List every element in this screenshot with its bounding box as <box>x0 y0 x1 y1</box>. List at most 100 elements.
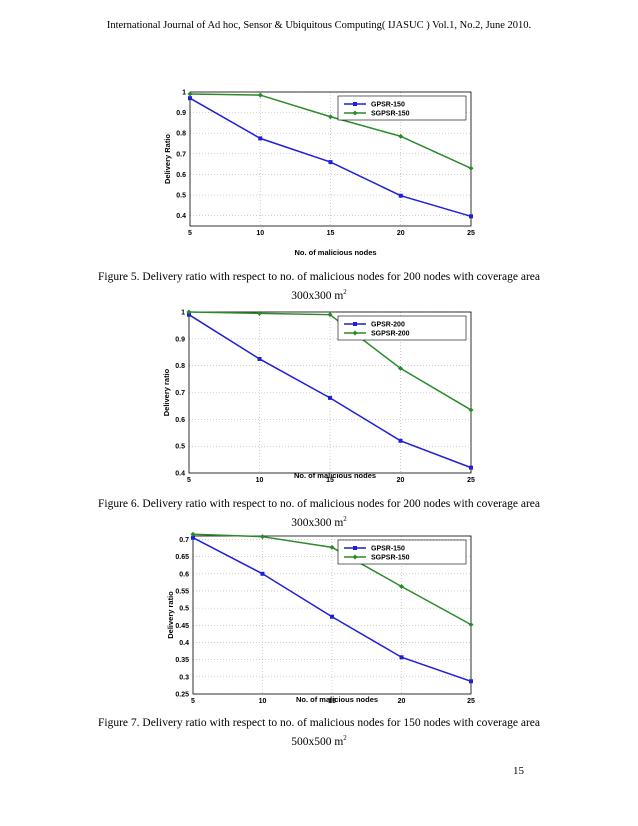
data-point <box>398 133 404 139</box>
data-point <box>468 622 474 628</box>
data-point <box>398 438 403 443</box>
data-point <box>187 91 193 97</box>
y-tick-label: 0.4 <box>179 640 189 647</box>
figure-caption-main: Figure 7. Delivery ratio with respect to… <box>98 717 540 729</box>
y-tick-label: 0.4 <box>176 213 186 220</box>
y-tick-label: 0.6 <box>175 417 185 424</box>
data-point <box>258 136 263 141</box>
data-point <box>187 312 191 317</box>
data-point <box>399 583 404 589</box>
figure-caption-area: 300x300 m <box>291 516 344 529</box>
x-tick-label: 25 <box>467 477 475 484</box>
legend-marker <box>352 330 358 336</box>
y-tick-label: 0.9 <box>175 336 185 343</box>
data-point <box>399 655 404 660</box>
data-point <box>186 309 192 315</box>
x-tick-label: 5 <box>187 477 191 484</box>
figure-6-caption: Figure 6. Delivery ratio with respect to… <box>80 497 558 531</box>
legend-box <box>337 539 467 565</box>
legend-label: SGPSR-150 <box>371 555 410 562</box>
data-point <box>190 531 196 537</box>
figure-caption-sup: 2 <box>343 515 347 523</box>
data-point <box>260 534 265 540</box>
y-tick-label: 1 <box>181 310 185 317</box>
figure-5-caption: Figure 5. Delivery ratio with respect to… <box>80 270 558 304</box>
x-tick-label: 5 <box>188 230 192 237</box>
x-tick-label: 25 <box>467 230 475 237</box>
x-axis-label: No. of malicious nodes <box>294 248 376 257</box>
y-tick-label: 0.65 <box>175 554 189 561</box>
x-tick-label: 20 <box>397 477 405 484</box>
y-tick-label: 0.8 <box>175 363 185 370</box>
x-tick-label: 25 <box>467 698 475 705</box>
y-tick-label: 0.25 <box>175 692 189 699</box>
delivery-ratio-chart-fig7: 0.25 0.3 0.35 0.4 0.45 0.5 0.55 0.6 0.65 0.7 5 10 15… <box>166 531 475 705</box>
y-tick-label: 0.35 <box>175 657 189 664</box>
data-point <box>398 193 403 198</box>
y-tick-label: 0.55 <box>175 588 189 595</box>
legend-label: GPSR-150 <box>371 102 405 109</box>
x-tick-label: 20 <box>398 698 406 705</box>
data-point <box>328 395 332 400</box>
data-point <box>469 214 473 219</box>
data-point <box>469 465 473 470</box>
data-point <box>468 165 474 171</box>
x-tick-label: 15 <box>326 477 334 484</box>
x-tick-label: 5 <box>191 698 195 705</box>
x-tick-label: 15 <box>327 230 335 237</box>
y-tick-label: 0.5 <box>179 606 189 613</box>
data-point <box>398 365 403 371</box>
journal-header: International Journal of Ad hoc, Sensor … <box>106 20 532 31</box>
legend-marker <box>353 546 357 550</box>
figure-caption-sup: 2 <box>343 288 347 296</box>
y-axis-label: Delivery ratio <box>166 591 175 639</box>
legend-marker <box>352 554 358 560</box>
x-axis-label: No. of malicious nodes <box>294 471 376 480</box>
y-tick-label: 0.7 <box>176 151 186 158</box>
y-tick-label: 0.7 <box>175 390 185 397</box>
figure-caption-sup: 2 <box>343 734 347 742</box>
y-tick-label: 0.5 <box>175 444 185 451</box>
y-tick-label: 0.45 <box>175 623 189 630</box>
legend-label: GPSR-150 <box>371 546 405 553</box>
y-tick-label: 0.6 <box>176 172 186 179</box>
figure-caption-area: 300x300 m <box>291 289 344 302</box>
y-tick-label: 1 <box>182 90 186 97</box>
x-tick-label: 10 <box>256 230 264 237</box>
data-point <box>468 407 474 413</box>
data-point <box>257 310 262 316</box>
x-tick-label: 20 <box>397 230 405 237</box>
figure-caption-main: Figure 5. Delivery ratio with respect to… <box>98 271 540 283</box>
data-point <box>327 312 333 318</box>
x-tick-label: 15 <box>328 698 336 705</box>
y-tick-label: 0.6 <box>179 571 189 578</box>
legend-marker <box>353 322 357 326</box>
plot-frame <box>188 311 472 474</box>
data-point <box>329 544 335 550</box>
y-axis-label: Delivery ratio <box>162 368 171 416</box>
legend-label: GPSR-200 <box>371 322 405 329</box>
data-point <box>257 356 262 361</box>
y-tick-label: 0.4 <box>175 471 185 478</box>
legend-marker <box>352 110 358 116</box>
y-tick-label: 0.5 <box>176 193 186 200</box>
data-point <box>469 679 473 684</box>
legend-box <box>337 315 467 341</box>
plot-frame <box>189 91 472 227</box>
y-tick-label: 0.9 <box>176 110 186 117</box>
x-tick-label: 10 <box>256 477 264 484</box>
legend-box <box>337 95 467 121</box>
data-point <box>191 535 195 540</box>
page-number: 15 <box>513 765 524 777</box>
y-tick-label: 0.3 <box>179 674 189 681</box>
x-axis-label: No. of malicious nodes <box>296 695 378 704</box>
y-tick-label: 0.8 <box>176 131 186 138</box>
y-tick-label: 0.7 <box>179 537 189 544</box>
legend-marker <box>353 102 357 106</box>
legend-label: SGPSR-150 <box>371 111 410 118</box>
plot-frame <box>192 535 472 695</box>
data-point <box>328 114 333 120</box>
x-tick-label: 10 <box>259 698 267 705</box>
